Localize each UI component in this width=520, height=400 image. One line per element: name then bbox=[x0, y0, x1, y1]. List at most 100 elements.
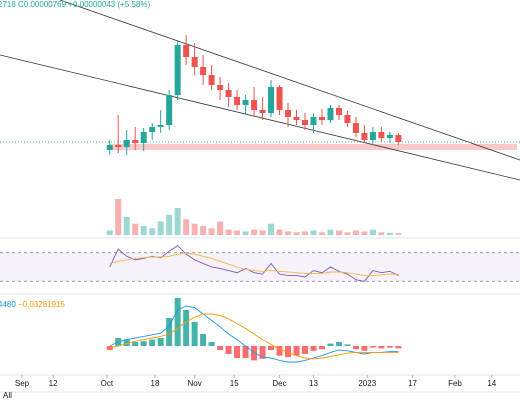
trendline-upper[interactable] bbox=[59, 0, 520, 161]
volume-bar bbox=[208, 228, 215, 235]
volume-bar bbox=[242, 231, 249, 235]
volume-bar bbox=[327, 229, 334, 235]
rsi-band bbox=[0, 252, 520, 282]
macd-histogram bbox=[361, 346, 368, 351]
x-tick-label: Sep bbox=[15, 379, 30, 388]
macd-histogram bbox=[335, 342, 342, 346]
candle-body bbox=[293, 117, 300, 120]
volume-bar bbox=[259, 230, 266, 235]
volume-bar bbox=[293, 232, 300, 235]
candle-body bbox=[140, 132, 147, 143]
candle-body bbox=[123, 140, 130, 147]
support-zone[interactable] bbox=[110, 144, 517, 150]
volume-bar bbox=[140, 226, 147, 235]
macd-histogram bbox=[259, 346, 266, 359]
macd-histogram bbox=[369, 346, 376, 348]
macd-histogram bbox=[293, 346, 300, 356]
macd-histogram bbox=[166, 318, 173, 346]
macd-histogram bbox=[302, 346, 308, 354]
candle-body bbox=[285, 110, 292, 117]
volume-bar bbox=[285, 231, 292, 235]
macd-histogram bbox=[386, 346, 393, 348]
x-tick-label: Oct bbox=[101, 379, 114, 388]
volume-bar bbox=[157, 221, 164, 235]
candle-body bbox=[302, 120, 308, 125]
volume-bar bbox=[378, 232, 385, 235]
candle-body bbox=[268, 87, 275, 113]
volume-bar bbox=[123, 217, 130, 235]
macd-histogram bbox=[140, 341, 147, 346]
candle-body bbox=[395, 135, 402, 142]
volume-bar bbox=[132, 223, 139, 235]
candle-body bbox=[115, 145, 122, 147]
macd-histogram bbox=[242, 346, 249, 358]
x-tick-label: Dec bbox=[272, 379, 286, 388]
macd-histogram bbox=[395, 346, 402, 349]
macd-line bbox=[109, 313, 399, 360]
volume-bar bbox=[344, 232, 351, 235]
volume-bar bbox=[310, 230, 317, 235]
candle-body bbox=[208, 75, 215, 85]
candle-body bbox=[361, 133, 368, 140]
macd-histogram bbox=[318, 346, 325, 350]
volume-bar bbox=[302, 231, 308, 235]
volume-bar bbox=[225, 229, 232, 235]
rsi-line bbox=[109, 252, 399, 277]
x-tick-label: 13 bbox=[309, 379, 318, 388]
macd-histogram bbox=[225, 346, 232, 354]
candle-body bbox=[259, 110, 266, 113]
candle-body bbox=[225, 90, 232, 97]
macd-histogram bbox=[344, 344, 351, 346]
volume-bar bbox=[276, 229, 283, 235]
candle-body bbox=[200, 67, 207, 75]
macd-histogram bbox=[183, 310, 190, 346]
x-tick-label: 14 bbox=[487, 379, 496, 388]
candle-body bbox=[327, 108, 334, 120]
macd-histogram bbox=[378, 346, 385, 349]
candle-body bbox=[157, 125, 164, 127]
candle-body bbox=[132, 140, 139, 143]
volume-bar bbox=[251, 229, 258, 235]
volume-bar bbox=[166, 214, 173, 235]
volume-bar bbox=[200, 226, 207, 235]
candle-body bbox=[369, 132, 376, 140]
candle-body bbox=[335, 108, 342, 115]
candle-body bbox=[310, 117, 317, 125]
range-button[interactable]: All bbox=[3, 391, 12, 400]
macd-histogram bbox=[217, 346, 224, 350]
volume-bar bbox=[217, 221, 224, 235]
macd-label: 4480 bbox=[0, 300, 16, 309]
volume-bar bbox=[369, 229, 376, 235]
macd-histogram bbox=[310, 346, 317, 351]
candle-body bbox=[234, 97, 241, 105]
macd-histogram bbox=[352, 346, 359, 350]
volume-bar bbox=[386, 232, 393, 235]
x-tick-label: Nov bbox=[188, 379, 202, 388]
candle-body bbox=[276, 87, 283, 110]
x-tick-label: 17 bbox=[408, 379, 417, 388]
candle-body bbox=[242, 100, 249, 105]
volume-bar bbox=[335, 230, 342, 235]
macd-histogram bbox=[157, 338, 164, 346]
macd-line bbox=[109, 305, 399, 363]
candle-body bbox=[386, 135, 393, 138]
volume-bar bbox=[174, 208, 181, 235]
candle-body bbox=[378, 132, 385, 138]
x-tick-label: 15 bbox=[230, 379, 239, 388]
macd-histogram bbox=[123, 339, 130, 346]
candle-body bbox=[174, 45, 181, 95]
macd-histogram bbox=[234, 346, 241, 358]
macd-histogram bbox=[268, 346, 275, 350]
x-tick-label: 18 bbox=[151, 379, 160, 388]
trendline-lower[interactable] bbox=[0, 54, 520, 181]
x-tick-label: 12 bbox=[49, 379, 58, 388]
candle-body bbox=[217, 85, 224, 90]
volume-bar bbox=[234, 230, 241, 235]
candle-body bbox=[149, 127, 156, 132]
macd-histogram bbox=[200, 334, 207, 346]
macd-histogram bbox=[174, 298, 181, 346]
macd-histogram bbox=[208, 342, 215, 346]
